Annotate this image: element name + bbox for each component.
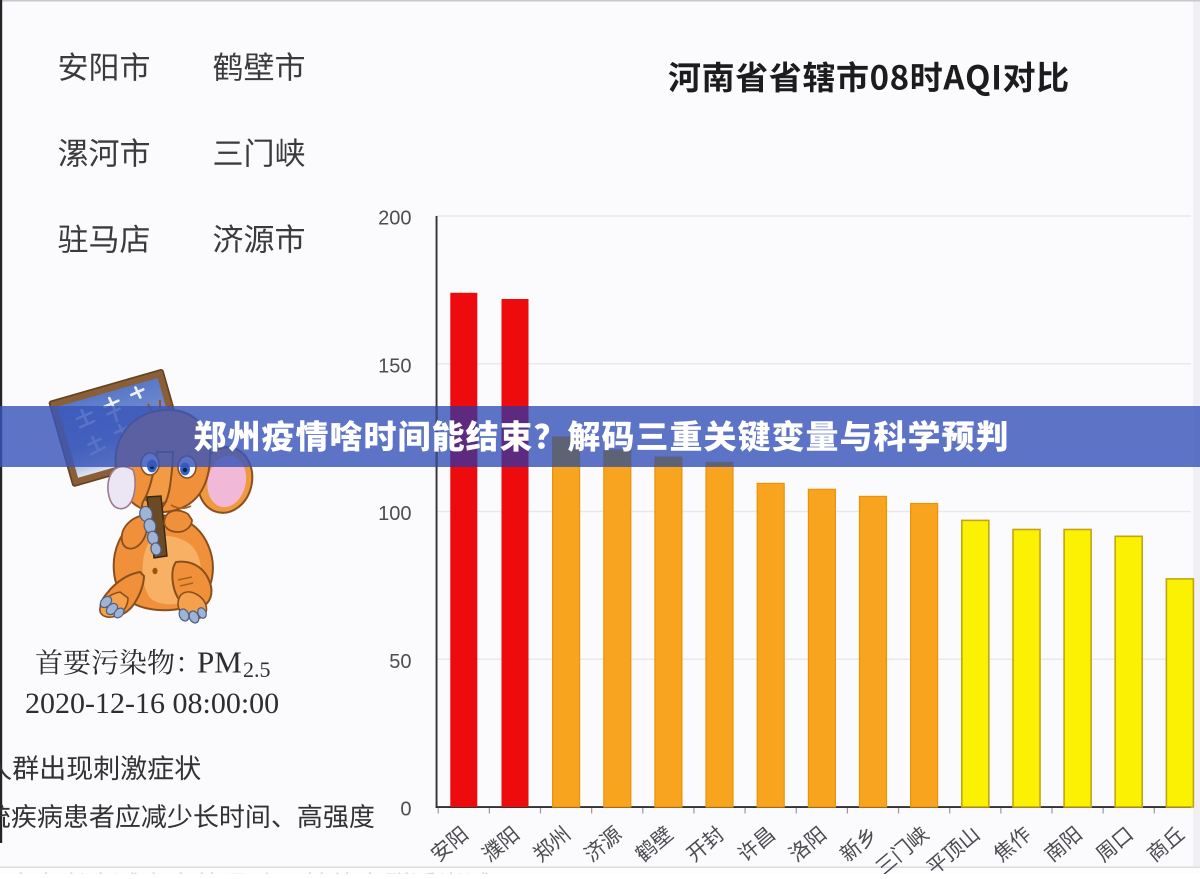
svg-text:200: 200 <box>378 208 411 230</box>
svg-text:2.5: 2.5 <box>243 657 271 682</box>
svg-text:PM: PM <box>197 645 242 680</box>
svg-text:50: 50 <box>389 651 411 673</box>
svg-text:2020-12-16 08:00:00: 2020-12-16 08:00:00 <box>25 687 279 720</box>
svg-text:150: 150 <box>378 355 411 377</box>
svg-text:100: 100 <box>378 503 411 525</box>
svg-text:0: 0 <box>400 799 411 821</box>
